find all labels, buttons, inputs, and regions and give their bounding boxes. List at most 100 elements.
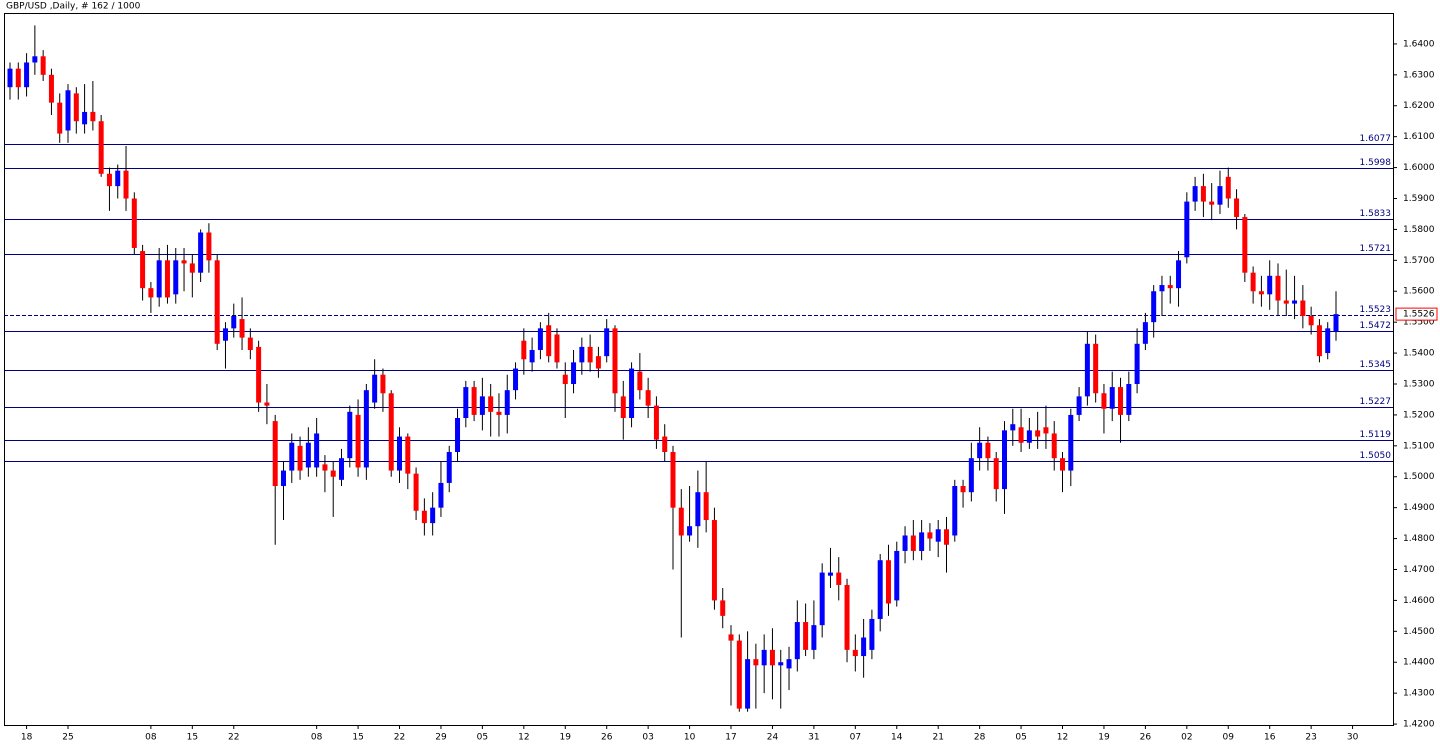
x-tick-label: 22 [228, 733, 239, 743]
candle-body [827, 572, 833, 576]
candle-body [819, 572, 825, 626]
y-tick-label: 1.5600 [1403, 287, 1435, 297]
y-tick-label: 1.4800 [1403, 534, 1435, 544]
level-label: 1.5523 [1360, 305, 1392, 315]
candle-body [537, 328, 543, 350]
candle-body [247, 337, 253, 350]
candle-body [164, 260, 170, 298]
candle-body [687, 526, 693, 536]
candle-body [214, 260, 220, 344]
candle-body [711, 520, 717, 601]
candle-body [695, 492, 701, 527]
candle-body [968, 458, 974, 493]
candle-body [198, 232, 204, 273]
plot-frame [4, 13, 1394, 726]
candle-body [131, 198, 137, 248]
candle-body [745, 659, 751, 709]
x-tick-label: 29 [435, 733, 447, 743]
candle-body [1275, 275, 1281, 301]
candle-body [1209, 201, 1215, 205]
x-tick-label: 31 [808, 733, 819, 743]
candle-body [330, 470, 336, 477]
candle-body [943, 529, 949, 545]
candle-body [455, 418, 461, 453]
candle-body [562, 374, 568, 384]
candle-body [488, 396, 494, 412]
candle-body [98, 121, 104, 174]
y-tick-label: 1.4300 [1403, 689, 1435, 699]
candle-body [629, 368, 635, 419]
candle-body [1018, 427, 1024, 443]
candle-body [40, 56, 46, 75]
candle-body [65, 90, 71, 131]
candle-body [90, 111, 96, 122]
y-tick-label: 1.4200 [1403, 720, 1435, 730]
candle-body [1184, 201, 1190, 258]
candle-body [910, 535, 916, 551]
candle-body [272, 421, 278, 487]
candle-body [728, 634, 734, 641]
candle-body [1043, 427, 1049, 434]
x-tick-label: 19 [560, 733, 572, 743]
x-tick-label: 26 [601, 733, 613, 743]
candle-body [836, 572, 842, 585]
candle-body [861, 637, 867, 657]
candle-body [73, 93, 79, 122]
candle-body [446, 452, 452, 483]
candle-body [670, 452, 676, 508]
candle-body [1258, 291, 1264, 295]
candle-body [1267, 275, 1273, 295]
candle-body [1308, 315, 1314, 326]
y-tick-label: 1.6100 [1403, 132, 1435, 142]
y-tick-label: 1.5100 [1403, 441, 1435, 451]
candle-body [363, 390, 369, 468]
candle-body [1101, 393, 1107, 409]
candle-body [1060, 458, 1066, 471]
candle-body [985, 442, 991, 459]
candle-body [115, 170, 121, 187]
candle-body [504, 390, 510, 415]
candle-body [123, 170, 129, 199]
candle-body [1292, 300, 1298, 304]
candle-body [280, 470, 286, 487]
candle-body [222, 328, 228, 341]
candle-body [1093, 343, 1099, 394]
candle-body [620, 396, 626, 419]
candle-body [786, 659, 792, 669]
y-tick-label: 1.6000 [1403, 163, 1435, 173]
candle-body [148, 288, 154, 298]
candle-body [1242, 217, 1248, 273]
candle-body [156, 260, 162, 298]
candle-body [289, 442, 295, 471]
candle-body [106, 173, 112, 187]
candle-body [803, 622, 809, 650]
candle-body [1002, 430, 1007, 490]
x-tick-label: 09 [1223, 733, 1235, 743]
candle-body [811, 625, 817, 650]
x-tick-label: 30 [1347, 733, 1359, 743]
level-label: 1.5833 [1360, 209, 1392, 219]
candle-body [1159, 285, 1165, 292]
x-tick-label: 08 [145, 733, 157, 743]
candle-body [206, 232, 212, 261]
price-tag-label: 1.5526 [1403, 310, 1435, 320]
candle-body [1192, 186, 1198, 202]
candle-body [769, 649, 775, 666]
y-tick-label: 1.5500 [1403, 318, 1435, 328]
candle-body [181, 260, 187, 264]
candle-body [496, 411, 502, 415]
y-tick-label: 1.6200 [1403, 101, 1435, 111]
y-tick-label: 1.4500 [1403, 627, 1435, 637]
candle-body [1333, 314, 1339, 332]
y-tick-label: 1.5800 [1403, 225, 1435, 235]
x-tick-label: 03 [642, 733, 653, 743]
candle-body [852, 649, 858, 657]
x-tick-label: 21 [932, 733, 943, 743]
candle-body [753, 659, 759, 666]
candle-body [1051, 433, 1057, 459]
candle-body [952, 486, 958, 536]
candle-body [1151, 291, 1157, 323]
candle-body [430, 507, 436, 524]
candle-body [421, 510, 427, 524]
